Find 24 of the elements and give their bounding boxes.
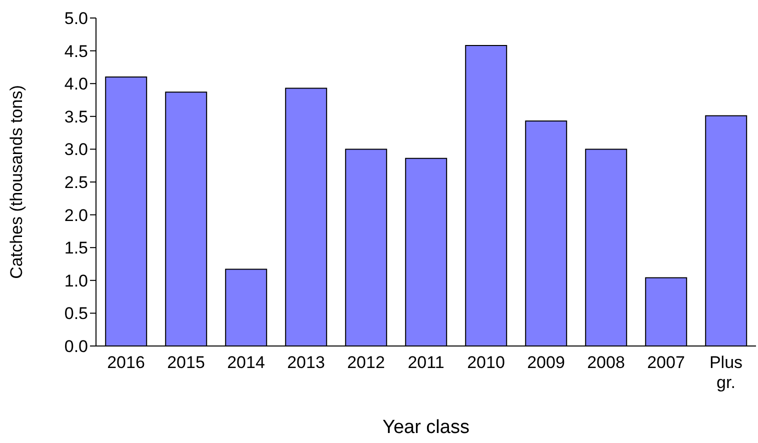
- x-tick-label: 2015: [167, 353, 205, 372]
- x-tick-label: 2014: [227, 353, 265, 372]
- y-tick-label: 5.0: [64, 9, 88, 28]
- x-tick-label: 2008: [587, 353, 625, 372]
- y-tick-label: 4.0: [64, 74, 88, 94]
- x-tick-label: 2012: [347, 353, 385, 372]
- y-tick-label: 3.5: [64, 107, 88, 126]
- y-tick-label: 1.5: [64, 238, 88, 258]
- x-axis-title: Year class: [382, 417, 470, 438]
- y-tick-label: 1.0: [64, 271, 88, 290]
- x-tick-label: 2016: [107, 353, 145, 372]
- y-axis-title: Catches (thousands tons): [7, 85, 26, 279]
- y-tick-label: 3.0: [64, 140, 88, 160]
- y-tick-label: 2.0: [64, 206, 88, 225]
- y-tick-label: 4.5: [64, 42, 88, 61]
- y-tick-label: 2.5: [64, 173, 88, 192]
- x-tick-label: Plus gr.: [709, 353, 743, 392]
- x-tick-label: 2011: [408, 353, 444, 372]
- y-tick-label: 0.5: [64, 304, 88, 324]
- x-tick-label: 2013: [287, 353, 325, 372]
- y-tick-label: 0.0: [64, 337, 88, 356]
- x-tick-label: 2009: [527, 353, 565, 372]
- x-tick-label: 2007: [647, 353, 685, 372]
- x-tick-label: 2010: [467, 353, 505, 372]
